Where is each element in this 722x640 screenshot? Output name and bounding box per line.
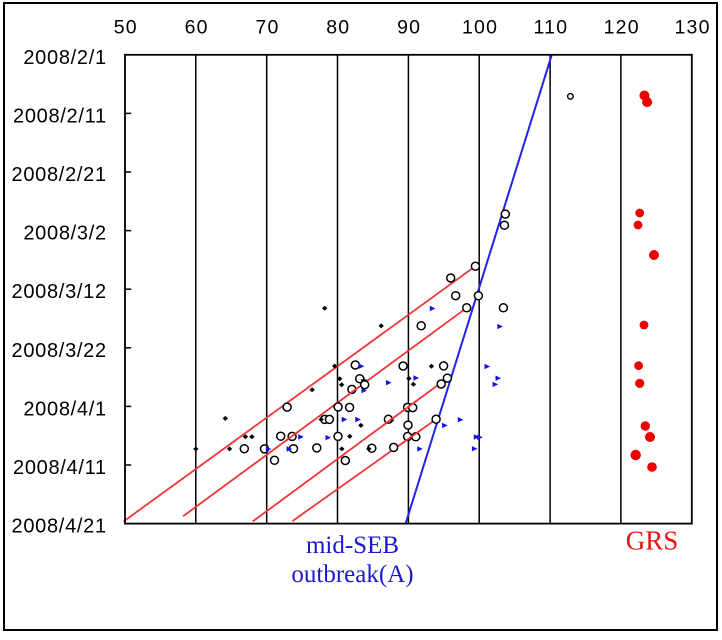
svg-text:2008/3/12: 2008/3/12 (12, 281, 107, 303)
svg-text:2008/4/21: 2008/4/21 (12, 516, 107, 538)
svg-text:2008/2/11: 2008/2/11 (13, 105, 107, 127)
svg-text:2008/2/1: 2008/2/1 (23, 47, 106, 69)
svg-text:90: 90 (397, 17, 421, 39)
svg-text:GRS: GRS (626, 526, 679, 556)
svg-text:60: 60 (185, 17, 209, 39)
svg-text:mid-SEB: mid-SEB (306, 532, 399, 559)
svg-text:120: 120 (604, 17, 640, 39)
svg-text:70: 70 (255, 17, 279, 39)
svg-text:2008/4/11: 2008/4/11 (13, 457, 107, 479)
svg-text:2008/4/1: 2008/4/1 (23, 398, 106, 420)
svg-text:100: 100 (462, 17, 498, 39)
svg-text:2008/2/21: 2008/2/21 (12, 164, 107, 186)
svg-text:130: 130 (675, 17, 711, 39)
svg-text:2008/3/22: 2008/3/22 (12, 340, 107, 362)
svg-text:80: 80 (326, 17, 350, 39)
svg-text:50: 50 (114, 17, 138, 39)
svg-text:outbreak(A): outbreak(A) (291, 561, 413, 588)
svg-text:110: 110 (534, 17, 569, 39)
svg-text:2008/3/2: 2008/3/2 (23, 223, 106, 245)
